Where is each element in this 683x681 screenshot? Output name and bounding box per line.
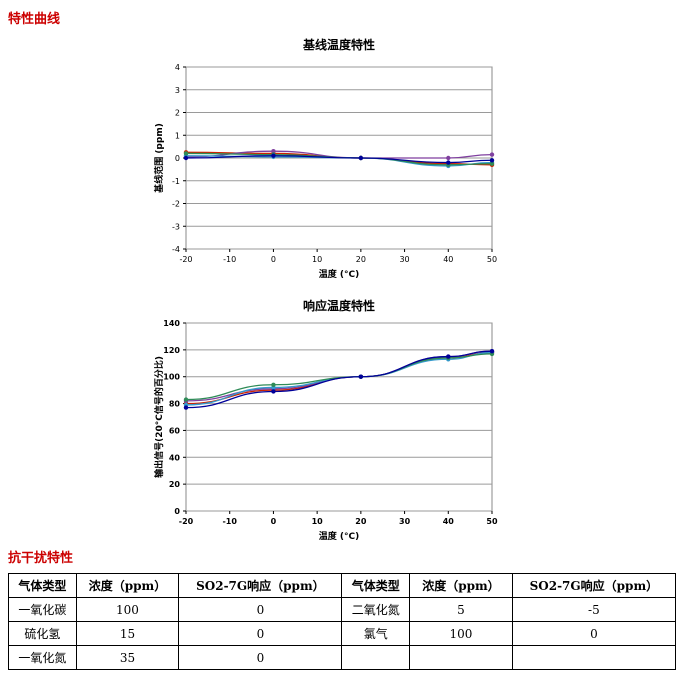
x-tick-label: 10	[312, 255, 322, 264]
data-point	[271, 389, 276, 394]
data-point	[489, 158, 495, 163]
y-tick-label: 120	[163, 346, 180, 355]
table-cell: 0	[511, 621, 677, 646]
data-point	[446, 354, 451, 359]
table-cell: 0	[178, 621, 343, 646]
x-axis-label: 温度 (°C)	[319, 268, 359, 280]
table-cell: 硫化氢	[8, 621, 77, 646]
data-point	[489, 161, 495, 166]
table-cell: 氯气	[341, 621, 411, 646]
data-point	[183, 405, 189, 410]
table-cell: 15	[75, 621, 180, 646]
table-cell: 100	[409, 621, 513, 646]
table-cell: 0	[178, 645, 343, 670]
y-axis-label: 基线范围 (ppm)	[153, 123, 165, 194]
x-tick-label: 40	[443, 517, 455, 526]
y-tick-label: 1	[175, 131, 180, 140]
x-tick-label: 10	[312, 517, 324, 526]
header-gas-type: 气体类型	[8, 573, 77, 598]
table-cell: 二氧化氮	[341, 597, 411, 622]
data-point	[489, 349, 495, 354]
x-tick-label: 40	[443, 255, 453, 264]
plot-area	[185, 322, 493, 512]
header-response-2: SO2-7G响应（ppm）	[511, 573, 677, 598]
data-point	[271, 148, 276, 154]
section-title-interference: 抗干扰特性	[8, 551, 74, 566]
y-tick-label: 4	[175, 63, 180, 72]
header-response: SO2-7G响应（ppm）	[178, 573, 343, 598]
table-cell: 5	[409, 597, 513, 622]
header-concentration-2: 浓度（ppm）	[409, 573, 513, 598]
header-concentration: 浓度（ppm）	[75, 573, 180, 598]
interference-table: 气体类型 浓度（ppm） SO2-7G响应（ppm） 气体类型 浓度（ppm） …	[8, 573, 677, 670]
table-row: 一氧化碳 100 0 二氧化氮 5 -5	[8, 597, 677, 622]
table-cell: 35	[75, 645, 180, 670]
data-point	[183, 151, 189, 156]
y-tick-label: 80	[169, 400, 181, 409]
x-tick-label: -20	[179, 517, 194, 526]
table-cell	[409, 645, 513, 670]
table-cell: 100	[75, 597, 180, 622]
x-tick-label: 30	[399, 517, 411, 526]
y-tick-label: 40	[169, 453, 181, 462]
table-row: 一氧化氮 35 0	[8, 645, 677, 670]
data-point	[271, 382, 276, 387]
y-tick-label: -2	[172, 200, 180, 209]
section-title-curves: 特性曲线	[8, 12, 61, 27]
table-cell	[511, 645, 677, 670]
y-tick-label: 60	[169, 426, 181, 435]
data-point	[183, 397, 189, 402]
data-point	[358, 374, 364, 379]
table-header-row: 气体类型 浓度（ppm） SO2-7G响应（ppm） 气体类型 浓度（ppm） …	[8, 573, 677, 598]
response-chart-title: 响应温度特性	[302, 299, 375, 313]
x-tick-label: 50	[486, 517, 498, 526]
x-tick-label: -20	[179, 255, 192, 264]
series-line	[185, 350, 493, 409]
x-tick-label: 20	[356, 255, 366, 264]
data-point	[489, 152, 495, 157]
x-tick-label: 30	[399, 255, 409, 264]
y-axis-label: 输出信号(20°C信号的百分比)	[153, 356, 165, 478]
x-tick-label: 0	[271, 255, 276, 264]
x-tick-label: 50	[487, 255, 497, 264]
y-tick-label: 2	[175, 109, 180, 118]
x-tick-label: -10	[222, 517, 237, 526]
y-tick-label: 3	[175, 86, 180, 95]
table-cell	[341, 645, 411, 670]
header-gas-type-2: 气体类型	[341, 573, 411, 598]
data-point	[271, 153, 276, 158]
table-row: 硫化氢 15 0 氯气 100 0	[8, 621, 677, 646]
y-tick-label: 0	[174, 507, 180, 516]
x-tick-label: 20	[355, 517, 367, 526]
x-tick-label: 0	[271, 517, 277, 526]
table-cell: 一氧化碳	[8, 597, 77, 622]
x-tick-label: -10	[223, 255, 236, 264]
y-tick-label: -3	[172, 222, 180, 231]
y-tick-label: -4	[172, 245, 180, 254]
x-axis-label: 温度 (°C)	[319, 530, 359, 542]
y-tick-label: -1	[172, 177, 180, 186]
y-tick-label: 20	[169, 480, 181, 489]
data-point	[358, 155, 364, 161]
data-point	[183, 155, 189, 161]
y-tick-label: 140	[163, 319, 180, 328]
table-cell: 一氧化氮	[8, 645, 77, 670]
data-point	[446, 160, 451, 165]
table-cell: -5	[511, 597, 677, 622]
baseline-chart-title: 基线温度特性	[302, 38, 375, 52]
y-tick-label: 0	[175, 154, 180, 163]
table-cell: 0	[178, 597, 343, 622]
y-tick-label: 100	[163, 373, 180, 382]
data-point	[446, 155, 451, 161]
